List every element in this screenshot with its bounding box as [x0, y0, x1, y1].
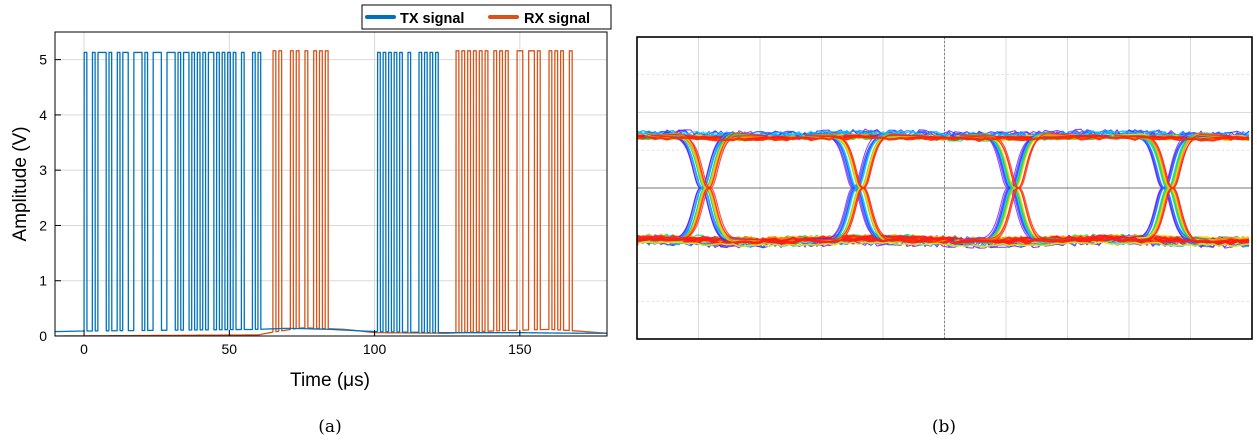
x-tick-label: 150 [508, 341, 532, 357]
legend-label-rx: RX signal [524, 11, 590, 27]
y-tick-label: 0 [39, 328, 47, 344]
chart-a-grid [55, 32, 607, 337]
eye-rising-edge [650, 132, 767, 241]
eye-rising-edge [957, 134, 1074, 241]
chart-a-plot-area [55, 50, 607, 336]
x-tick-label: 100 [363, 341, 387, 357]
legend-label-tx: TX signal [400, 11, 464, 27]
eye-rising-edge [642, 135, 759, 241]
eye-rising-edge [1114, 135, 1231, 243]
x-tick-label: 0 [80, 341, 88, 357]
x-tick-label: 50 [222, 341, 238, 357]
eye-rising-edge [797, 133, 914, 241]
legend-box [361, 4, 612, 30]
y-tick-label: 2 [39, 217, 47, 233]
eye-diagram-traces [637, 128, 1250, 249]
eye-frame [636, 36, 1253, 340]
chart-a-frame [54, 31, 608, 337]
legend: TX signal RX signal [361, 4, 612, 30]
eye-rising-edge [652, 135, 769, 241]
eye-rising-edge [959, 135, 1076, 241]
eye-rising-edge [799, 134, 916, 243]
chart-b: (b) [636, 36, 1253, 437]
y-axis-label: Amplitude (V) [10, 126, 31, 241]
rx-signal-line [55, 50, 607, 336]
eye-rising-edge [951, 135, 1068, 241]
eye-rising-edge [804, 134, 921, 241]
eye-rail-low-secondary [637, 241, 1250, 248]
x-axis-label: Time (μs) [290, 370, 370, 391]
tx-signal-line [55, 51, 607, 334]
y-tick-label: 3 [39, 162, 47, 178]
eye-grid [637, 37, 1252, 339]
y-tick-label: 1 [39, 273, 47, 289]
chart-a-ticks: 0 50 100 150 0 1 2 3 4 5 [39, 52, 532, 357]
panel-a-caption: (a) [318, 417, 341, 437]
y-tick-label: 4 [39, 107, 47, 123]
eye-rail-high-core [637, 135, 1250, 143]
panel-b-caption: (b) [932, 417, 956, 437]
y-tick-label: 5 [39, 52, 47, 68]
